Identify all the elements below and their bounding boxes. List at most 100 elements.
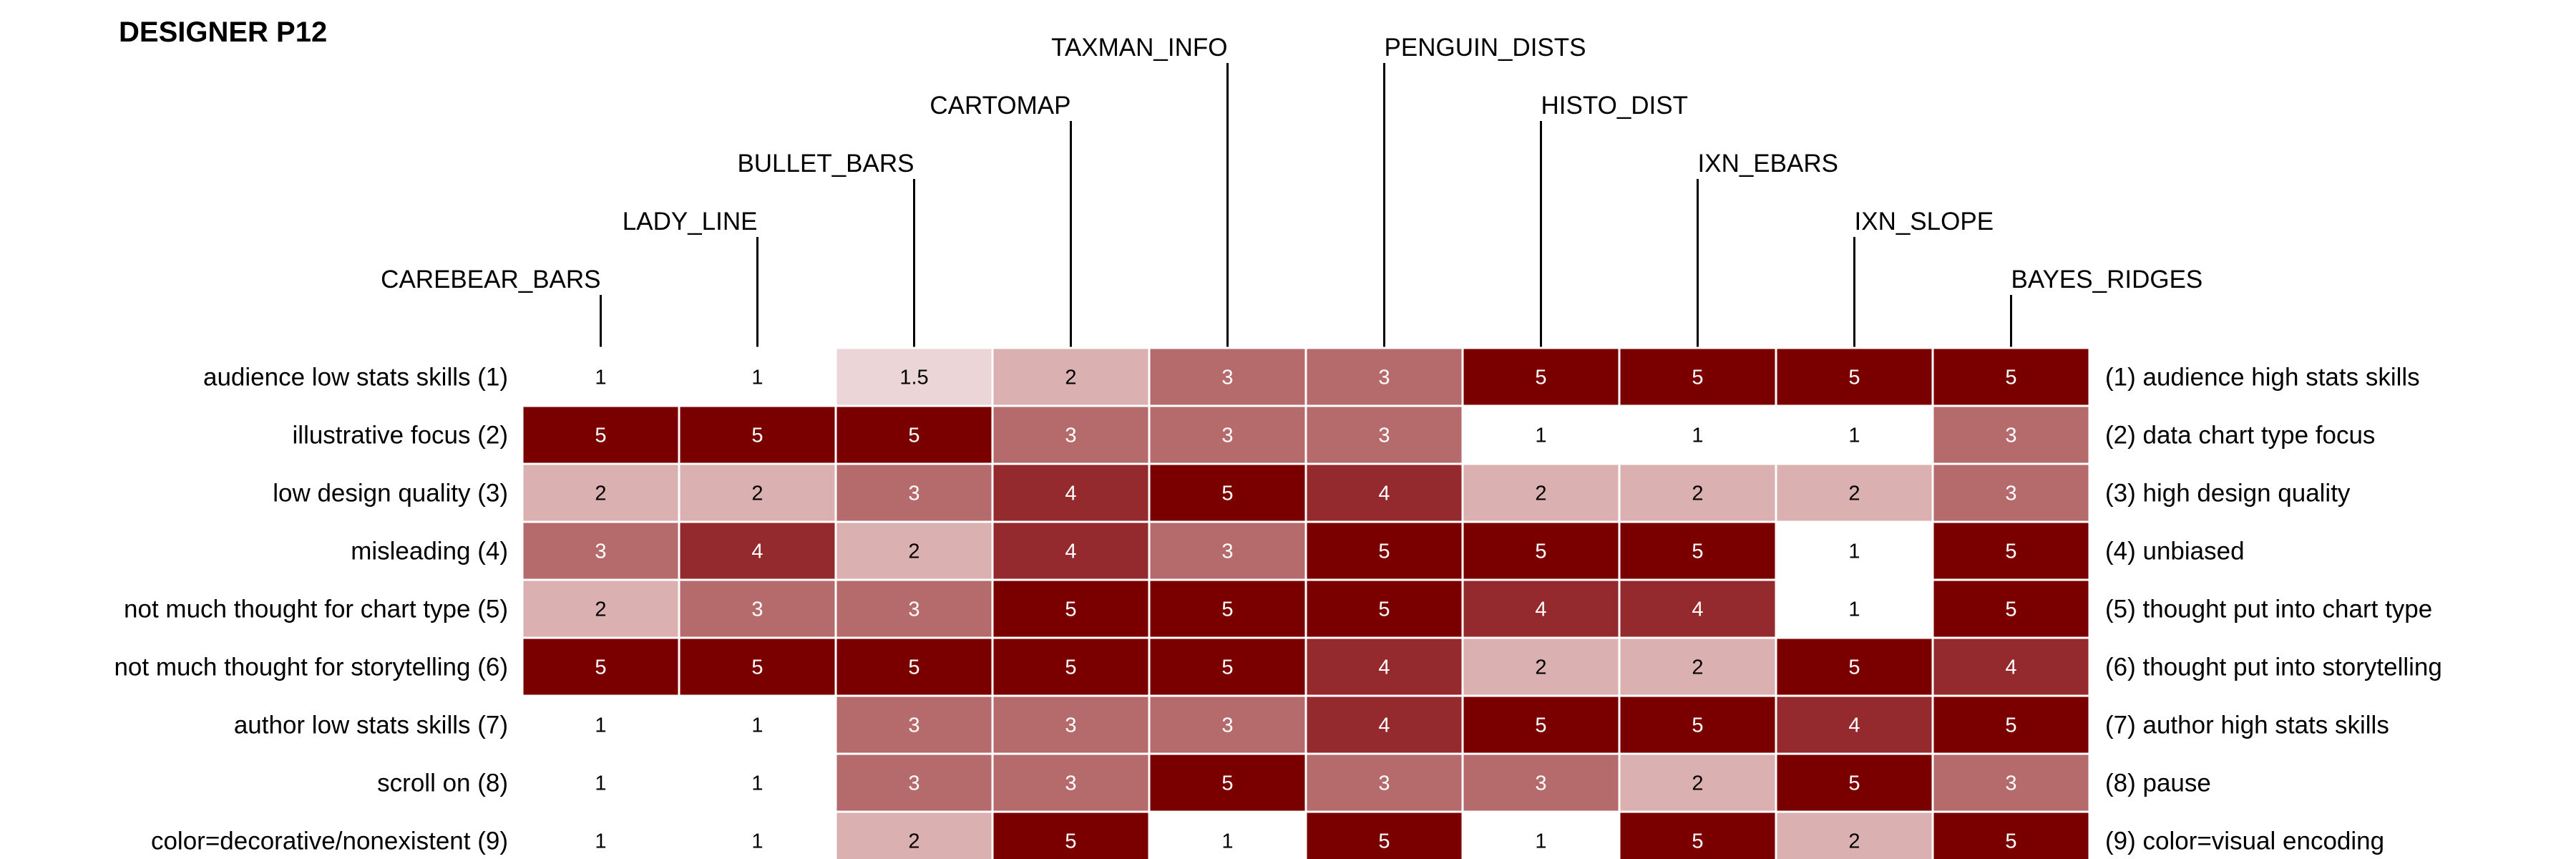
cell-value-label: 1 [1848,540,1860,563]
heatmap-cell [678,578,837,639]
column-label: TAXMAN_INFO [1051,34,1227,62]
heatmap-cell [1148,346,1307,407]
cell-value-label: 5 [595,424,606,447]
row-label-left: audience low stats skills (1) [203,364,508,392]
cell-value-label: 5 [1692,714,1703,737]
heatmap-cell [1304,694,1464,755]
heatmap-cell [991,694,1151,755]
cell-value-label: 5 [1848,367,1860,389]
heatmap-cell [1775,578,1934,639]
column-label: HISTO_DIST [1541,92,1689,120]
heatmap-cell [1618,404,1777,465]
heatmap-cell [991,404,1151,465]
row-label-right: (2) data chart type focus [2105,422,2375,450]
heatmap-cell [1148,752,1307,813]
heatmap-cell [678,694,837,755]
cell-value-label: 5 [1848,656,1860,679]
cell-value-label: 3 [1221,714,1233,737]
cell-value-label: 5 [751,424,763,447]
cell-value-label: 5 [1692,367,1703,389]
heatmap-cell [991,578,1151,639]
cell-value-label: 5 [1378,598,1390,621]
cell-value-label: 3 [1065,714,1076,737]
cell-value-label: 1.5 [899,367,928,389]
column-label: BULLET_BARS [737,150,914,178]
cell-value-label: 1 [751,772,763,795]
row-label-right: (6) thought put into storytelling [2105,654,2442,681]
cell-value-label: 3 [2005,424,2016,447]
cell-value-label: 5 [1221,482,1233,505]
row-label-left: scroll on (8) [377,770,508,797]
cell-value-label: 3 [595,540,606,563]
cell-value-label: 4 [751,540,763,563]
cell-value-label: 1 [751,367,763,389]
heatmap-cell [834,810,994,859]
cell-value-label: 4 [1378,656,1390,679]
cell-value-label: 2 [1065,367,1076,389]
cell-value-label: 1 [1221,830,1233,853]
heatmap-cell [1775,520,1934,581]
cell-value-label: 5 [1535,714,1546,737]
cell-value-label: 5 [1535,540,1546,563]
heatmap-cell [678,346,837,407]
cell-value-label: 5 [2005,540,2016,563]
cell-value-label: 3 [751,598,763,621]
heatmap-cell [1931,462,2091,523]
heatmap-cell [991,810,1151,859]
cell-value-label: 3 [2005,772,2016,795]
cell-value-label: 4 [1065,540,1076,563]
cell-value-label: 5 [1692,540,1703,563]
cell-value-label: 3 [1221,367,1233,389]
cell-value-label: 3 [1378,424,1390,447]
heatmap-cell [1304,810,1464,859]
cell-value-label: 2 [595,598,606,621]
heatmap-cell [1931,346,2091,407]
row-label-right: (1) audience high stats skills [2105,364,2420,392]
cell-value-label: 3 [908,772,919,795]
cell-value-label: 2 [1848,830,1860,853]
cell-value-label: 3 [908,714,919,737]
heatmap-cell [1461,346,1621,407]
heatmap-cell [1618,752,1777,813]
cell-value-label: 5 [1378,540,1390,563]
heatmap-cell [1618,462,1777,523]
heatmap-cell [1304,578,1464,639]
cell-value-label: 5 [1221,656,1233,679]
row-label-left: color=decorative/nonexistent (9) [151,828,508,855]
row-label-right: (4) unbiased [2105,538,2245,566]
cell-value-label: 2 [595,482,606,505]
cell-value-label: 4 [1692,598,1703,621]
heatmap-cell [1304,636,1464,697]
heatmap-cell [1775,636,1934,697]
heatmap-cell [1461,462,1621,523]
row-label-right: (5) thought put into chart type [2105,596,2432,623]
row-label-right: (8) pause [2105,770,2211,797]
cell-value-label: 5 [1535,367,1546,389]
cell-value-label: 1 [595,772,606,795]
cell-value-label: 1 [595,830,606,853]
cell-value-label: 4 [1378,714,1390,737]
row-label-left: author low stats skills (7) [234,712,508,739]
heatmap-cell [1148,694,1307,755]
heatmap-cell [834,520,994,581]
cell-value-label: 5 [1065,830,1076,853]
heatmap-cell [1148,404,1307,465]
cell-value-label: 4 [1065,482,1076,505]
heatmap-cell [521,810,680,859]
cell-value-label: 2 [908,830,919,853]
cell-value-label: 3 [1378,367,1390,389]
row-label-left: not much thought for storytelling (6) [114,654,508,681]
cell-value-label: 3 [1221,540,1233,563]
heatmap-cell [1148,462,1307,523]
cell-value-label: 5 [2005,714,2016,737]
heatmap-cell [991,636,1151,697]
cell-value-label: 3 [2005,482,2016,505]
cell-value-label: 5 [1065,656,1076,679]
row-label-left: illustrative focus (2) [293,422,508,450]
cell-value-label: 2 [1535,656,1546,679]
cell-value-label: 5 [1848,772,1860,795]
heatmap-cell [678,404,837,465]
heatmap-cell [1775,752,1934,813]
cell-value-label: 2 [1692,482,1703,505]
